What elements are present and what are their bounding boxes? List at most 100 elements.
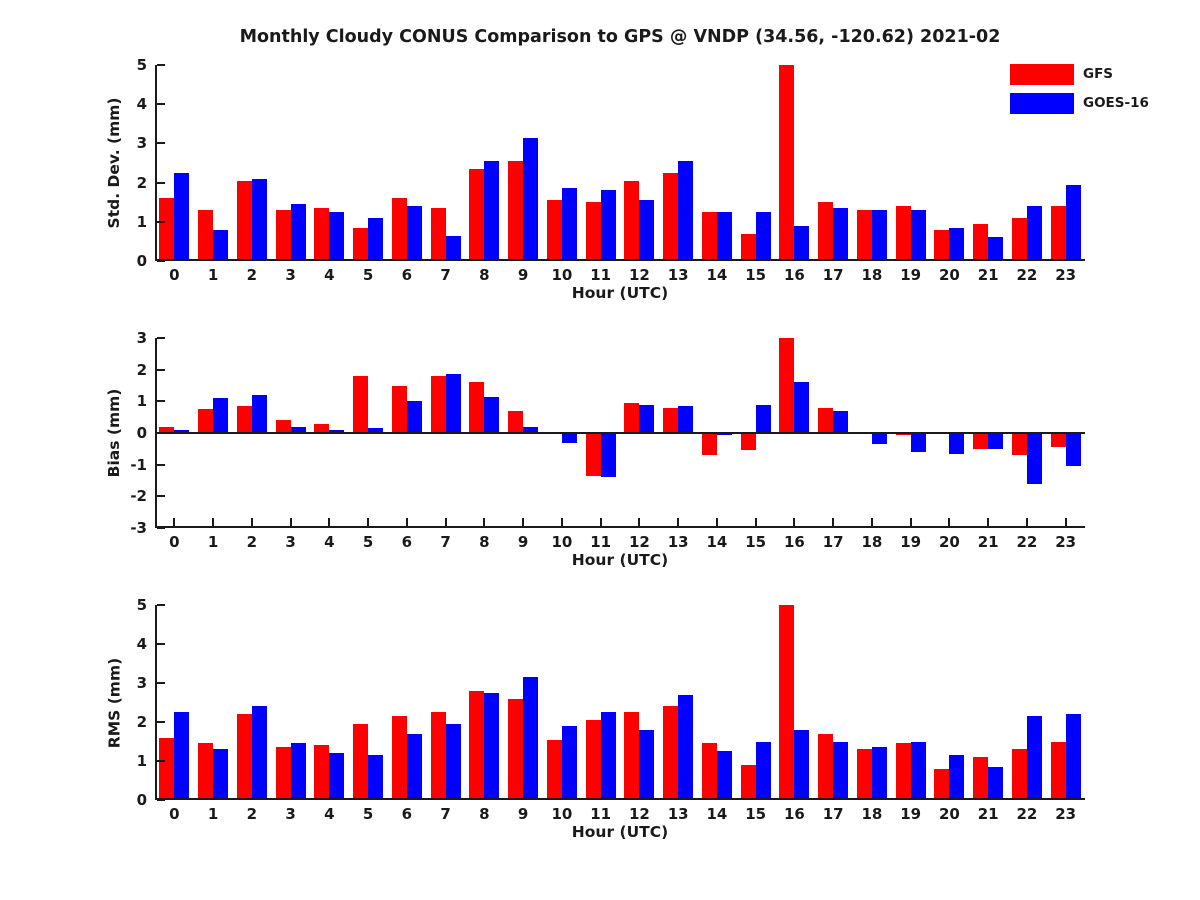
bar-gfs [469, 690, 485, 800]
bar-goes16 [290, 743, 306, 800]
legend: GFS GOES-16 [1010, 63, 1149, 121]
bar-gfs [469, 382, 485, 433]
x-axis-spine [155, 259, 1085, 261]
x-tick-label: 14 [706, 266, 728, 284]
y-tick-mark [157, 721, 165, 723]
bar-goes16 [910, 433, 926, 452]
x-tick-label: 3 [285, 805, 296, 823]
y-tick-mark [157, 760, 165, 762]
x-axis-title: Hour (UTC) [571, 823, 669, 841]
x-tick-label: 15 [745, 805, 767, 823]
x-tick-mark [715, 518, 718, 526]
bar-gfs [973, 223, 989, 261]
x-tick-label: 17 [822, 266, 844, 284]
bar-goes16 [678, 694, 694, 800]
y-axis-spine [155, 65, 157, 261]
y-tick-mark [157, 495, 165, 498]
bar-goes16 [833, 208, 849, 261]
x-tick-mark [328, 518, 331, 526]
bar-goes16 [1026, 716, 1042, 800]
x-tick-label: 10 [551, 533, 573, 551]
bar-goes16 [988, 766, 1004, 800]
bar-gfs [1050, 741, 1066, 800]
bar-goes16 [523, 426, 539, 433]
x-tick-label: 18 [861, 805, 883, 823]
x-tick-label: 21 [977, 805, 999, 823]
bar-goes16 [1026, 206, 1042, 261]
x-tick-label: 4 [324, 533, 335, 551]
bar-gfs [779, 338, 795, 433]
x-tick-label: 5 [362, 805, 374, 823]
bar-gfs [1050, 206, 1066, 261]
bar-goes16 [290, 426, 306, 433]
y-tick-label: 2 [136, 360, 147, 379]
y-tick-mark [157, 527, 165, 529]
bar-gfs [314, 745, 330, 800]
bar-gfs [663, 706, 679, 800]
bar-gfs [818, 202, 834, 261]
y-tick-label: 2 [136, 713, 147, 731]
x-tick-mark [289, 518, 292, 526]
bar-gfs [701, 212, 717, 261]
x-tick-label: 12 [628, 533, 650, 551]
x-tick-mark [832, 518, 835, 526]
bar-gfs [430, 208, 446, 261]
bar-gfs [236, 180, 252, 261]
bar-gfs [624, 712, 640, 800]
bar-goes16 [755, 404, 771, 433]
x-tick-label: 9 [517, 266, 529, 284]
x-tick-mark [870, 518, 873, 526]
x-tick-label: 17 [822, 533, 844, 551]
legend-label-gfs: GFS [1083, 66, 1114, 82]
y-tick-mark [157, 604, 165, 606]
x-tick-label: 20 [938, 533, 960, 551]
y-axis-title: Std. Dev. (mm) [105, 97, 123, 229]
bar-gfs [198, 409, 214, 433]
bar-goes16 [678, 406, 694, 433]
bar-gfs [391, 198, 407, 261]
legend-swatch-goes16 [1010, 92, 1074, 114]
bar-gfs [236, 714, 252, 800]
bar-gfs [973, 757, 989, 800]
y-tick-label: 2 [136, 173, 147, 192]
x-tick-mark [560, 518, 563, 526]
y-tick-label: 0 [136, 252, 147, 270]
x-tick-label: 4 [324, 266, 335, 284]
bar-goes16 [368, 428, 384, 433]
bar-gfs [314, 208, 330, 261]
bar-gfs [856, 749, 872, 800]
bar-goes16 [406, 206, 422, 261]
stddev-chart: 0 1 2 3 4 5 0 1 2 3 4 5 6 7 8 9 10 11 12 13 14 15 16 17 18 19 20 21… [105, 56, 1085, 302]
legend-entry-gfs: GFS [1010, 63, 1149, 85]
x-tick-label: 10 [551, 266, 573, 284]
bar-goes16 [1026, 433, 1042, 484]
y-axis-title: RMS (mm) [105, 657, 123, 748]
bar-goes16 [910, 210, 926, 261]
x-tick-label: 17 [822, 805, 844, 823]
x-tick-label: 5 [362, 266, 374, 284]
bar-gfs [275, 420, 291, 433]
x-tick-label: 21 [977, 533, 999, 551]
x-tick-label: 23 [1055, 805, 1077, 823]
bar-gfs [546, 739, 562, 800]
y-tick-mark [157, 368, 165, 371]
y-tick-mark [157, 400, 165, 403]
y-tick-label: -2 [130, 487, 147, 506]
y-tick-label: 5 [136, 596, 147, 614]
x-tick-label: 2 [246, 805, 258, 823]
bar-gfs [701, 743, 717, 800]
x-tick-label: 22 [1016, 266, 1038, 284]
bar-gfs [353, 376, 369, 433]
x-tick-label: 2 [246, 266, 258, 284]
y-tick-label: -3 [130, 519, 147, 537]
x-tick-label: 21 [977, 266, 999, 284]
y-tick-label: -1 [130, 455, 147, 474]
x-tick-label: 3 [285, 266, 296, 284]
x-tick-label: 0 [169, 266, 180, 284]
bar-goes16 [445, 235, 461, 261]
y-tick-mark [157, 181, 165, 184]
x-tick-label: 13 [667, 533, 689, 551]
bar-gfs [275, 210, 291, 261]
x-tick-label: 1 [207, 805, 219, 823]
